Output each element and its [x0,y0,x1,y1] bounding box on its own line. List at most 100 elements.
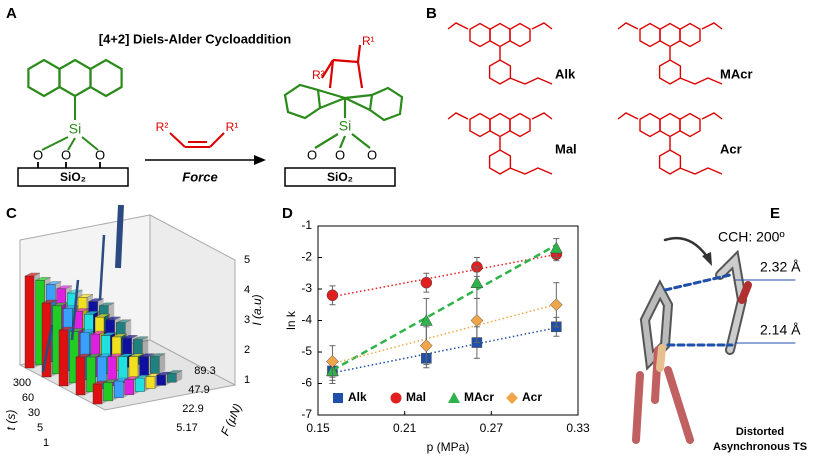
fit-line [331,243,557,372]
bar-front [124,379,135,395]
bar-top [128,353,145,357]
bar-top [67,289,83,294]
bar-side [176,370,183,383]
ring [639,22,661,48]
bar-front [24,275,35,369]
y-tick-label: -4 [301,313,312,327]
point [470,314,484,327]
bar-top [107,353,123,358]
x-tick-label: 0.27 [480,421,504,435]
bond [617,22,639,30]
bar-top [111,333,128,338]
i-tick-label: 2 [244,344,250,356]
ring [679,22,701,48]
atom-o: O [335,147,345,162]
caption: Distorted [736,426,784,438]
bar-top [118,353,134,357]
bar-top [77,294,94,298]
substrate-label: SiO₂ [60,170,86,184]
bond [701,22,723,30]
bar-top [84,311,100,315]
scatter-chart: D -7 -6 -5 -4 -3 -2 -1 0.15 0.21 0.27 0.33 p (MPa) ln… [282,205,590,454]
ring [658,149,682,175]
bar-top [56,285,72,289]
bar-top [52,302,68,307]
bar-top [167,370,183,374]
i-axis-label: I (a.u) [250,294,264,325]
point [470,276,484,288]
substrate [284,167,396,187]
t-tick-label: 5 [37,422,43,434]
legend-label: Alk [348,390,367,404]
bond [701,112,723,120]
caption: Asynchronous TS [713,441,807,453]
panel-label: B [426,5,437,22]
adduct [283,44,404,149]
y-tick-label: -3 [301,281,312,295]
bond [531,112,553,120]
panel-label: A [6,5,17,22]
bonds [41,96,99,151]
point [326,355,339,368]
ring [658,59,682,85]
y-axis-label: ln k [284,310,298,330]
f-tick-label: 22.9 [182,403,203,415]
ring [659,22,681,48]
y-tick-label: -7 [301,407,312,421]
y-tick-label: -2 [301,250,312,264]
ring [489,112,511,138]
point [549,241,563,254]
f-tick-label: 5.17 [176,422,197,434]
arrowhead [702,252,712,266]
bar-top [122,335,138,339]
bar-front [113,380,124,398]
t-axis-label: t (s) [4,410,18,431]
y-tick-label: -5 [301,344,312,358]
bar-front [128,356,139,380]
panel-label: E [770,205,780,222]
i-tick-label: 3 [244,314,250,326]
ring [27,58,61,98]
legend-marker [506,392,518,404]
bond [447,22,469,30]
panel-title: [4+2] Diels-Alder Cycloaddition [99,31,292,46]
t-tick-label: 30 [28,407,40,419]
y-tick-label: -6 [301,376,312,390]
dye-structures: Alk MAcr Mal Acr [447,22,753,175]
panel-label: D [282,205,293,222]
ring [488,59,512,85]
bond [679,167,723,175]
ring [58,58,92,98]
bar-top [80,329,96,333]
bar-side [159,353,166,374]
point [326,289,339,302]
bar-front [166,373,177,383]
point [420,276,433,289]
legend-label: Acr [522,390,542,404]
x-tick-label: 0.15 [306,421,330,435]
substrate-label: SiO₂ [327,170,353,184]
ring [509,112,531,138]
r1: R¹ [226,120,239,134]
ring [659,112,681,138]
bar-top [41,299,58,304]
t-tick-label: 300 [13,377,31,389]
ring [469,112,491,138]
legend-marker [333,393,343,403]
atom-o: O [33,147,43,162]
ring [509,22,531,48]
fit-line [332,253,557,298]
distance-label: 2.32 Å [760,259,801,275]
arrow [41,324,54,373]
bar-front [103,382,113,402]
legend-marker [390,392,402,404]
ts-model [632,236,796,444]
bonds [37,162,101,168]
bar-top [116,319,132,323]
atom-si: Si [69,121,81,137]
panel-label: C [6,205,17,222]
bar-top [94,313,111,318]
bar-top [46,281,62,285]
atom-si: Si [339,118,351,134]
